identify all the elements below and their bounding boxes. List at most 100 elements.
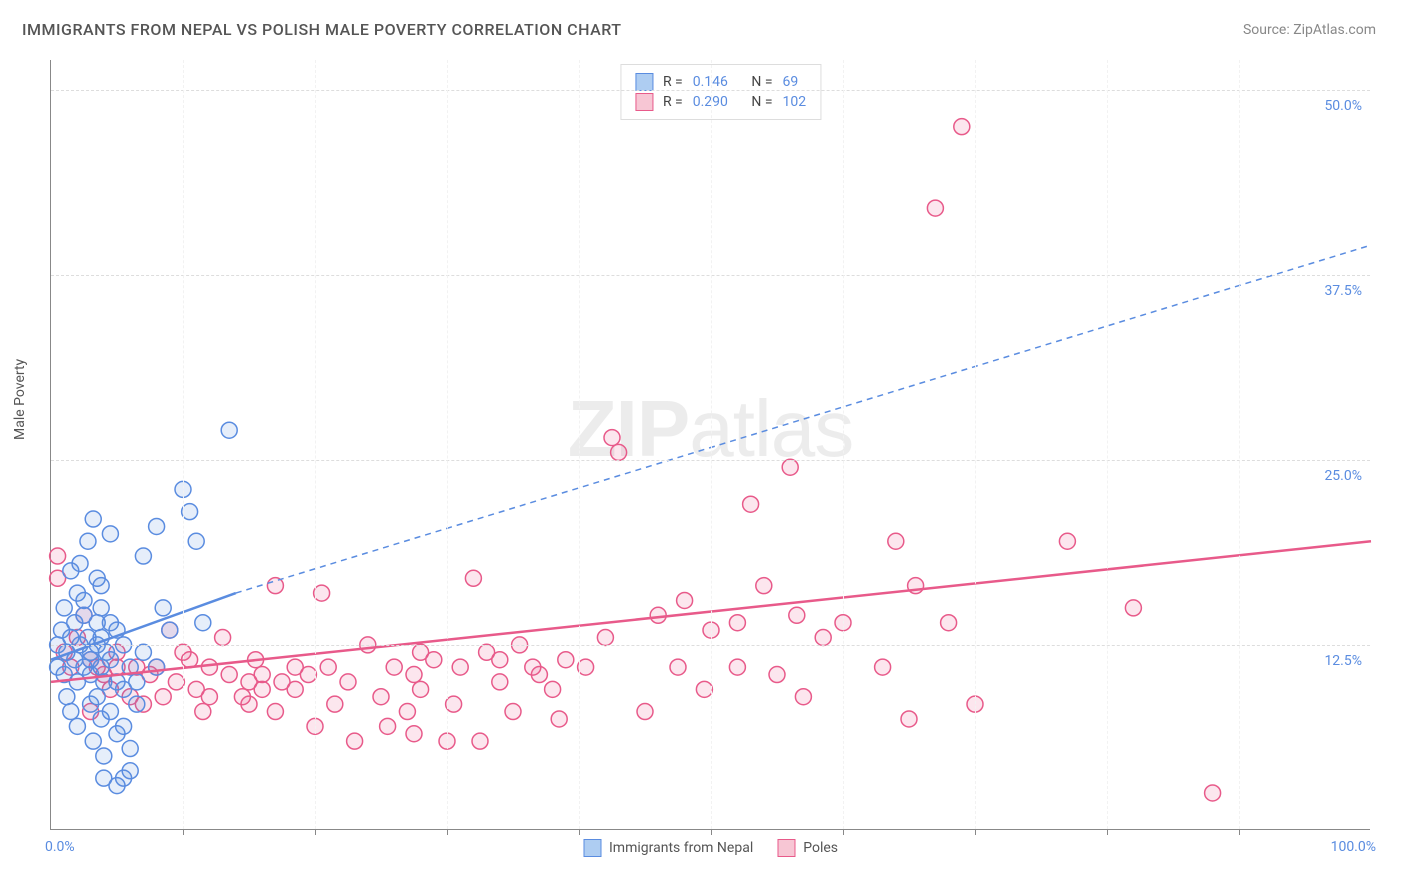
x-tick-mark bbox=[711, 829, 712, 835]
data-point bbox=[399, 704, 415, 720]
data-point bbox=[241, 696, 257, 712]
source-attribution: Source: ZipAtlas.com bbox=[1243, 22, 1376, 38]
data-point bbox=[122, 763, 138, 779]
y-tick-label: 37.5% bbox=[1324, 283, 1362, 299]
data-point bbox=[815, 630, 831, 646]
x-tick-mark bbox=[183, 829, 184, 835]
data-point bbox=[954, 119, 970, 135]
data-point bbox=[96, 748, 112, 764]
data-point bbox=[472, 733, 488, 749]
data-point bbox=[267, 578, 283, 594]
y-tick-label: 50.0% bbox=[1324, 98, 1362, 114]
x-tick-mark bbox=[975, 829, 976, 835]
data-point bbox=[76, 592, 92, 608]
x-tick-mark bbox=[315, 829, 316, 835]
legend-swatch-nepal-bottom bbox=[583, 839, 601, 857]
data-point bbox=[406, 726, 422, 742]
data-point bbox=[597, 630, 613, 646]
legend-label-poles: Poles bbox=[803, 840, 838, 856]
data-point bbox=[380, 718, 396, 734]
data-point bbox=[413, 681, 429, 697]
data-point bbox=[320, 659, 336, 675]
x-tick-mark bbox=[447, 829, 448, 835]
data-point bbox=[135, 548, 151, 564]
data-point bbox=[182, 504, 198, 520]
x-tick-end: 100.0% bbox=[1331, 839, 1376, 855]
data-point bbox=[696, 681, 712, 697]
y-axis-label: Male Poverty bbox=[12, 359, 28, 440]
data-point bbox=[254, 681, 270, 697]
data-point bbox=[89, 689, 105, 705]
data-point bbox=[756, 578, 772, 594]
grid-line-v bbox=[183, 60, 184, 829]
data-point bbox=[729, 659, 745, 675]
data-point bbox=[102, 704, 118, 720]
data-point bbox=[386, 659, 402, 675]
data-point bbox=[85, 511, 101, 527]
grid-line-v bbox=[843, 60, 844, 829]
data-point bbox=[465, 570, 481, 586]
data-point bbox=[56, 600, 72, 616]
trend-line bbox=[236, 245, 1371, 593]
data-point bbox=[531, 667, 547, 683]
legend-item-poles: Poles bbox=[777, 839, 838, 857]
x-tick-mark bbox=[843, 829, 844, 835]
data-point bbox=[729, 615, 745, 631]
data-point bbox=[254, 667, 270, 683]
grid-line-v bbox=[579, 60, 580, 829]
data-point bbox=[492, 652, 508, 668]
data-point bbox=[426, 652, 442, 668]
data-point bbox=[505, 704, 521, 720]
data-point bbox=[1205, 785, 1221, 801]
data-point bbox=[1125, 600, 1141, 616]
data-point bbox=[85, 733, 101, 749]
data-point bbox=[743, 496, 759, 512]
data-point bbox=[149, 518, 165, 534]
chart-title: IMMIGRANTS FROM NEPAL VS POLISH MALE POV… bbox=[22, 20, 621, 39]
data-point bbox=[637, 704, 653, 720]
data-point bbox=[406, 667, 422, 683]
data-point bbox=[155, 600, 171, 616]
data-point bbox=[373, 689, 389, 705]
legend-swatch-poles-bottom bbox=[777, 839, 795, 857]
grid-line-v bbox=[1107, 60, 1108, 829]
data-point bbox=[168, 674, 184, 690]
x-tick-start: 0.0% bbox=[45, 839, 75, 855]
data-point bbox=[201, 689, 217, 705]
data-point bbox=[116, 718, 132, 734]
x-tick-mark bbox=[1107, 829, 1108, 835]
data-point bbox=[558, 652, 574, 668]
data-point bbox=[215, 630, 231, 646]
data-point bbox=[155, 689, 171, 705]
data-point bbox=[93, 578, 109, 594]
data-point bbox=[782, 459, 798, 475]
data-point bbox=[129, 696, 145, 712]
data-point bbox=[670, 659, 686, 675]
data-point bbox=[102, 652, 118, 668]
data-point bbox=[63, 704, 79, 720]
data-point bbox=[888, 533, 904, 549]
y-tick-label: 12.5% bbox=[1324, 653, 1362, 669]
data-point bbox=[135, 644, 151, 660]
data-point bbox=[452, 659, 468, 675]
data-point bbox=[1059, 533, 1075, 549]
data-point bbox=[72, 555, 88, 571]
chart-container: IMMIGRANTS FROM NEPAL VS POLISH MALE POV… bbox=[0, 0, 1406, 892]
data-point bbox=[677, 592, 693, 608]
legend-item-nepal: Immigrants from Nepal bbox=[583, 839, 753, 857]
data-point bbox=[545, 681, 561, 697]
data-point bbox=[875, 659, 891, 675]
legend-label-nepal: Immigrants from Nepal bbox=[609, 840, 753, 856]
data-point bbox=[327, 696, 343, 712]
data-point bbox=[69, 718, 85, 734]
data-point bbox=[287, 681, 303, 697]
data-point bbox=[201, 659, 217, 675]
data-point bbox=[162, 622, 178, 638]
grid-line-v bbox=[1239, 60, 1240, 829]
data-point bbox=[195, 615, 211, 631]
data-point bbox=[789, 607, 805, 623]
data-point bbox=[340, 674, 356, 690]
data-point bbox=[195, 704, 211, 720]
source-name: ZipAtlas.com bbox=[1293, 22, 1376, 38]
grid-line-v bbox=[975, 60, 976, 829]
